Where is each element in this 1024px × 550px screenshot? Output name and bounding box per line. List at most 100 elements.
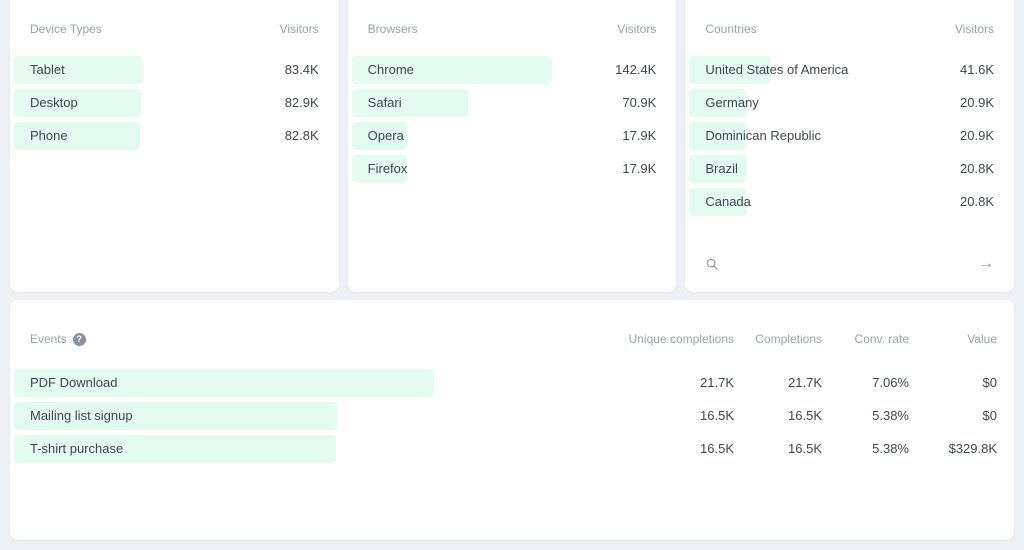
list-item[interactable]: Opera 17.9K	[351, 122, 657, 150]
item-label: Tablet	[30, 62, 65, 77]
value-bar	[14, 122, 140, 150]
item-label: Canada	[705, 194, 751, 209]
value-bar	[689, 56, 771, 84]
list-item[interactable]: Brazil 20.8K	[689, 155, 994, 183]
top-panels-row: Device Types Visitors Tablet 83.4K Deskt…	[10, 0, 1015, 292]
value-bar	[351, 56, 552, 84]
visitors-column-header: Visitors	[954, 22, 995, 36]
events-panel: Events ? Unique completions Completions …	[10, 300, 1014, 540]
event-value: $0	[982, 408, 997, 423]
item-label: Dominican Republic	[705, 128, 821, 143]
event-conv-rate: 5.38%	[872, 408, 909, 423]
device-types-header: Device Types Visitors	[10, 0, 339, 36]
browsers-list: Chrome 142.4K Safari 70.9K Opera 17.9K F…	[351, 56, 657, 183]
events-title: Events	[30, 332, 67, 346]
event-row[interactable]: T-shirt purchase 16.5K 16.5K 5.38% $329.…	[14, 435, 997, 463]
item-visitors-value: 41.6K	[960, 62, 995, 77]
event-row[interactable]: Mailing list signup 16.5K 16.5K 5.38% $0	[14, 402, 997, 430]
event-completions: 21.7K	[788, 375, 822, 390]
value-bar	[689, 89, 747, 117]
event-unique-completions: 16.5K	[700, 408, 734, 423]
list-item[interactable]: Dominican Republic 20.9K	[689, 122, 994, 150]
event-label-cell: PDF Download	[14, 369, 614, 397]
event-conv-rate: 7.06%	[872, 375, 909, 390]
item-visitors-value: 20.9K	[960, 128, 995, 143]
list-item[interactable]: Tablet 83.4K	[14, 56, 319, 84]
search-icon[interactable]	[705, 257, 719, 271]
list-item[interactable]: Germany 20.9K	[689, 89, 994, 117]
event-label: Mailing list signup	[30, 408, 133, 423]
item-visitors-value: 17.9K	[622, 161, 657, 176]
panel-title: Device Types	[30, 22, 102, 36]
item-visitors-value: 70.9K	[622, 95, 657, 110]
item-label: Germany	[705, 95, 759, 110]
item-label: Chrome	[367, 62, 414, 77]
item-visitors-value: 20.8K	[960, 194, 995, 209]
browsers-panel: Browsers Visitors Chrome 142.4K Safari 7…	[347, 0, 677, 292]
event-label: PDF Download	[30, 375, 118, 390]
col-header-conv-rate: Conv. rate	[854, 332, 909, 346]
item-visitors-value: 20.8K	[960, 161, 995, 176]
events-title-wrap: Events ?	[30, 332, 614, 346]
value-bar	[14, 402, 337, 430]
col-header-value: Value	[967, 332, 997, 346]
device-types-list: Tablet 83.4K Desktop 82.9K Phone 82.8K	[14, 56, 319, 150]
value-bar	[14, 369, 434, 397]
event-value: $329.8K	[948, 441, 997, 456]
value-bar	[351, 155, 407, 183]
value-bar	[14, 435, 336, 463]
event-completions: 16.5K	[788, 441, 822, 456]
visitors-column-header: Visitors	[279, 22, 319, 36]
event-unique-completions: 21.7K	[700, 375, 734, 390]
item-visitors-value: 17.9K	[622, 128, 657, 143]
value-bar	[351, 122, 407, 150]
list-item[interactable]: Desktop 82.9K	[14, 89, 319, 117]
list-item[interactable]: Phone 82.8K	[14, 122, 319, 150]
countries-footer: →	[705, 256, 994, 272]
item-label: Brazil	[705, 161, 738, 176]
events-header: Events ? Unique completions Completions …	[10, 300, 1014, 346]
list-item[interactable]: United States of America 41.6K	[689, 56, 994, 84]
item-label: Desktop	[30, 95, 78, 110]
help-icon[interactable]: ?	[72, 332, 86, 346]
value-bar	[351, 89, 468, 117]
value-bar	[689, 155, 747, 183]
event-unique-completions: 16.5K	[700, 441, 734, 456]
item-label: Safari	[367, 95, 402, 110]
list-item[interactable]: Chrome 142.4K	[351, 56, 657, 84]
event-value: $0	[982, 375, 997, 390]
countries-header: Countries Visitors	[685, 0, 1014, 36]
countries-list: United States of America 41.6K Germany 2…	[689, 56, 994, 216]
item-visitors-value: 82.9K	[284, 95, 319, 110]
value-bar	[689, 188, 747, 216]
event-label: T-shirt purchase	[30, 441, 124, 456]
browsers-header: Browsers Visitors	[348, 0, 677, 36]
value-bar	[14, 56, 143, 84]
item-label: Opera	[367, 128, 404, 143]
visitors-column-header: Visitors	[617, 22, 657, 36]
event-conv-rate: 5.38%	[872, 441, 909, 456]
details-arrow-icon[interactable]: →	[978, 255, 995, 272]
event-label-cell: Mailing list signup	[14, 402, 614, 430]
event-completions: 16.5K	[788, 408, 822, 423]
item-visitors-value: 82.8K	[284, 128, 319, 143]
list-item[interactable]: Canada 20.8K	[689, 188, 994, 216]
item-visitors-value: 83.4K	[284, 62, 319, 77]
event-row[interactable]: PDF Download 21.7K 21.7K 7.06% $0	[14, 369, 997, 397]
event-label-cell: T-shirt purchase	[14, 435, 614, 463]
item-label: United States of America	[705, 62, 849, 77]
item-visitors-value: 20.9K	[960, 95, 995, 110]
item-visitors-value: 142.4K	[615, 62, 657, 77]
device-types-panel: Device Types Visitors Tablet 83.4K Deskt…	[10, 0, 339, 292]
events-list: PDF Download 21.7K 21.7K 7.06% $0 Mailin…	[14, 369, 997, 463]
list-item[interactable]: Safari 70.9K	[351, 89, 657, 117]
value-bar	[14, 89, 141, 117]
col-header-completions: Completions	[755, 332, 822, 346]
countries-panel: Countries Visitors United States of Amer…	[685, 0, 1015, 292]
item-label: Phone	[30, 128, 68, 143]
panel-title: Countries	[705, 22, 757, 36]
col-header-unique-completions: Unique completions	[628, 332, 734, 346]
list-item[interactable]: Firefox 17.9K	[351, 155, 657, 183]
value-bar	[689, 122, 747, 150]
